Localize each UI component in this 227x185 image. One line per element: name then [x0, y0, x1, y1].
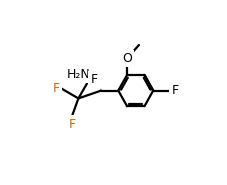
- Text: F: F: [90, 73, 97, 86]
- Text: O: O: [122, 52, 131, 65]
- Text: F: F: [52, 82, 60, 95]
- Text: F: F: [68, 118, 75, 131]
- Text: F: F: [171, 84, 178, 97]
- Text: H₂N: H₂N: [67, 68, 90, 81]
